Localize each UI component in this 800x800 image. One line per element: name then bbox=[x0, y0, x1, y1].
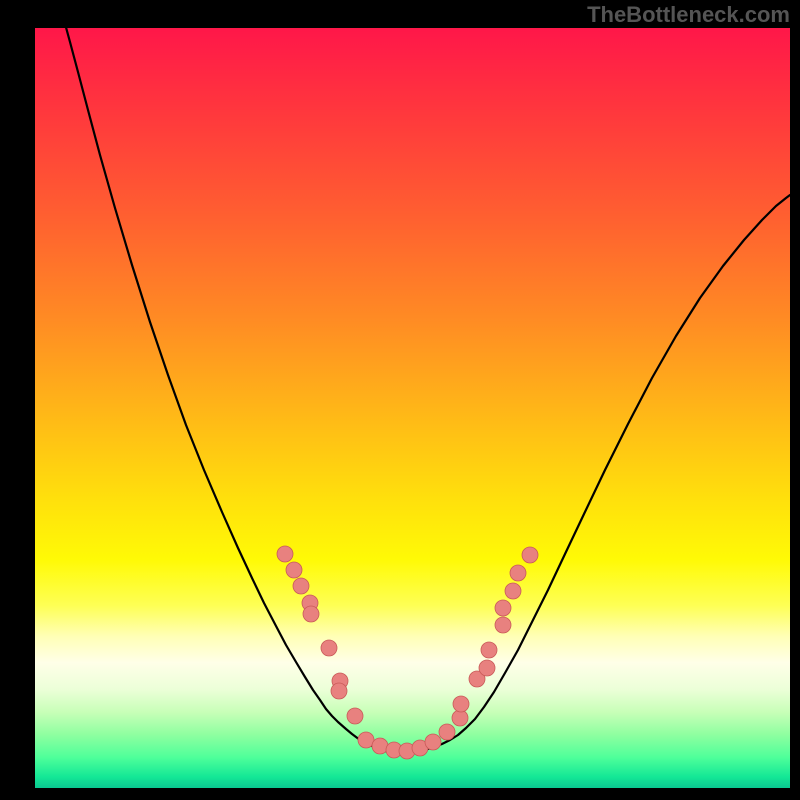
data-marker bbox=[479, 660, 495, 676]
data-marker bbox=[331, 683, 347, 699]
chart-container: TheBottleneck.com bbox=[0, 0, 800, 800]
plot-area bbox=[35, 28, 790, 788]
data-marker bbox=[453, 696, 469, 712]
data-marker bbox=[303, 606, 319, 622]
data-marker bbox=[505, 583, 521, 599]
data-marker bbox=[452, 710, 468, 726]
data-marker bbox=[495, 617, 511, 633]
data-marker bbox=[495, 600, 511, 616]
data-marker bbox=[293, 578, 309, 594]
chart-svg bbox=[35, 28, 790, 788]
data-marker bbox=[522, 547, 538, 563]
data-marker bbox=[347, 708, 363, 724]
data-marker bbox=[510, 565, 526, 581]
data-marker bbox=[321, 640, 337, 656]
watermark-text: TheBottleneck.com bbox=[587, 2, 790, 28]
data-marker bbox=[481, 642, 497, 658]
data-marker bbox=[358, 732, 374, 748]
gradient-background bbox=[35, 28, 790, 788]
data-marker bbox=[425, 734, 441, 750]
data-marker bbox=[439, 724, 455, 740]
data-marker bbox=[286, 562, 302, 578]
data-marker bbox=[372, 738, 388, 754]
data-marker bbox=[277, 546, 293, 562]
